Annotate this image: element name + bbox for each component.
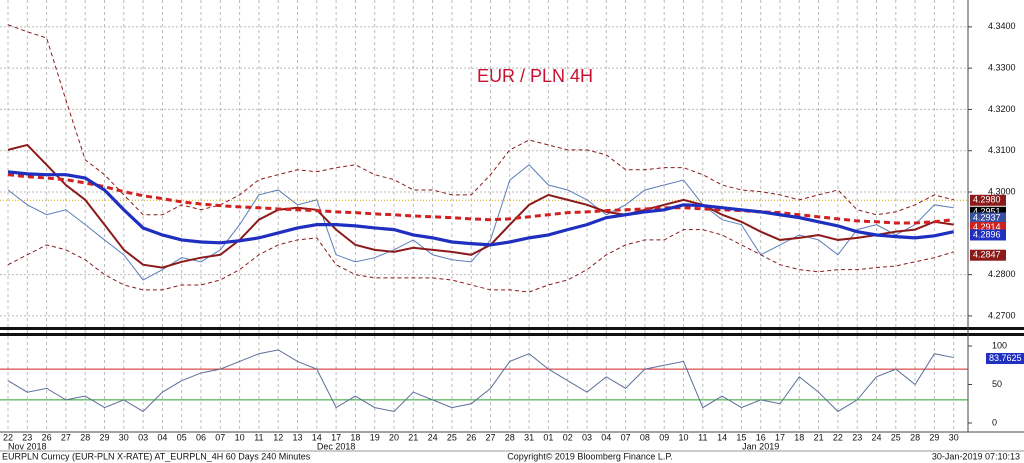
x-tick-label: 28 [910, 432, 920, 442]
x-tick-label: 25 [447, 432, 457, 442]
series-line [7, 229, 954, 293]
x-tick-label: 26 [42, 432, 52, 442]
x-tick-label: 13 [292, 432, 302, 442]
x-tick-label: 28 [80, 432, 90, 442]
y-tick-label: 4.3400 [988, 21, 1016, 31]
x-tick-label: 31 [524, 432, 534, 442]
value-box [986, 353, 1024, 365]
panel-divider [0, 333, 1024, 336]
x-tick-label: 14 [312, 432, 322, 442]
x-tick-label: 04 [157, 432, 167, 442]
month-label: Dec 2018 [317, 441, 356, 451]
y-tick-label: 4.2800 [988, 269, 1016, 279]
x-tick-label: 21 [408, 432, 418, 442]
y-tick-label: 4.3100 [988, 145, 1016, 155]
y-tick-label: 4.3200 [988, 104, 1016, 114]
y-tick-label: 50 [992, 379, 1002, 389]
x-tick-label: 05 [177, 432, 187, 442]
x-tick-label: 24 [428, 432, 438, 442]
x-tick-label: 11 [698, 432, 707, 442]
x-tick-label: 08 [640, 432, 650, 442]
x-tick-label: 28 [505, 432, 515, 442]
value-box [970, 206, 1006, 218]
month-label: Nov 2018 [8, 441, 47, 451]
x-tick-label: 24 [871, 432, 881, 442]
oscillator-line [7, 349, 954, 413]
x-tick-label: 23 [22, 432, 32, 442]
x-tick-label: 10 [678, 432, 688, 442]
x-tick-label: 15 [736, 432, 746, 442]
x-tick-label: 25 [891, 432, 901, 442]
x-tick-label: 17 [331, 432, 341, 442]
x-tick-label: 30 [119, 432, 129, 442]
value-box [970, 249, 1006, 261]
series-line [7, 143, 954, 269]
value-box [970, 194, 1006, 206]
x-tick-label: 10 [235, 432, 245, 442]
footer-left: EURPLN Curncy (EUR-PLN X-RATE) AT_EURPLN… [2, 451, 311, 461]
x-tick-label: 03 [582, 432, 592, 442]
x-tick-label: 07 [215, 432, 225, 442]
value-box-label: 4.2847 [973, 250, 1001, 260]
value-box [970, 212, 1006, 224]
series-line [7, 170, 955, 247]
x-tick-label: 09 [659, 432, 669, 442]
x-tick-label: 12 [273, 432, 283, 442]
x-tick-label: 17 [775, 432, 785, 442]
x-tick-label: 07 [621, 432, 631, 442]
x-tick-label: 26 [466, 432, 476, 442]
series-line [7, 24, 954, 216]
y-tick-label: 4.3300 [988, 63, 1016, 73]
x-tick-label: 03 [138, 432, 148, 442]
footer-center: Copyright© 2019 Bloomberg Finance L.P. [507, 451, 673, 461]
x-tick-label: 20 [389, 432, 399, 442]
value-box [970, 229, 1006, 241]
x-tick-label: 29 [99, 432, 109, 442]
x-tick-label: 02 [563, 432, 573, 442]
x-tick-label: 19 [370, 432, 380, 442]
x-tick-label: 22 [3, 432, 13, 442]
x-tick-label: 29 [929, 432, 939, 442]
x-tick-label: 01 [543, 432, 553, 442]
series-line [7, 173, 954, 225]
value-box-label: 4.2937 [973, 212, 1001, 222]
value-box-label: 4.2951 [973, 207, 1001, 217]
y-tick-label: 4.2700 [988, 310, 1016, 320]
value-box [970, 222, 1006, 234]
x-tick-label: 14 [717, 432, 727, 442]
month-label: Jan 2019 [742, 441, 779, 451]
y-tick-label: 0 [992, 417, 997, 427]
y-tick-label: 100 [992, 340, 1007, 350]
x-tick-label: 30 [949, 432, 959, 442]
x-tick-label: 18 [350, 432, 360, 442]
value-box-label: 4.2914 [973, 222, 1001, 232]
value-box-label: 4.2980 [973, 195, 1001, 205]
panel-divider [0, 327, 1024, 330]
x-tick-label: 16 [756, 432, 766, 442]
footer-right: 30-Jan-2019 07:10:13 [932, 451, 1020, 461]
value-box-label: 4.2896 [973, 229, 1001, 239]
x-tick-label: 22 [833, 432, 843, 442]
x-tick-label: 18 [794, 432, 804, 442]
x-tick-label: 06 [196, 432, 206, 442]
x-tick-label: 21 [814, 432, 824, 442]
x-tick-label: 27 [61, 432, 71, 442]
chart-title: EUR / PLN 4H [477, 66, 593, 86]
y-tick-label: 4.3000 [988, 186, 1016, 196]
x-tick-label: 23 [852, 432, 862, 442]
value-box-label: 83.7625 [989, 353, 1022, 363]
x-tick-label: 04 [601, 432, 611, 442]
x-tick-label: 11 [254, 432, 263, 442]
x-tick-label: 27 [485, 432, 495, 442]
